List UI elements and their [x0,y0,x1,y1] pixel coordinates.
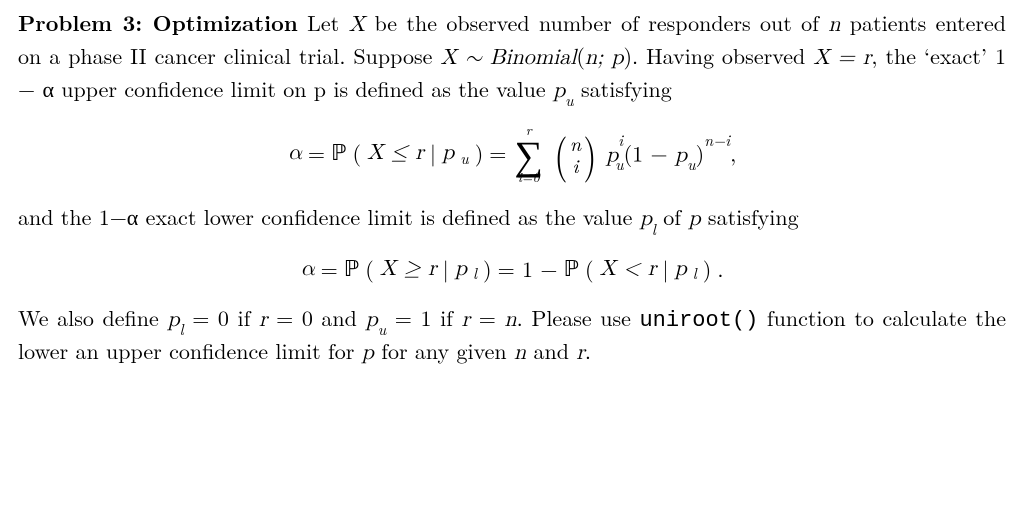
text: = 1 if [386,302,461,333]
open-paren3: ( [585,254,594,285]
uniroot-code: uniroot() [639,308,758,333]
bar: | [430,138,436,169]
text: . Having observed [632,40,813,71]
pl-p: p [640,208,652,230]
one-minus-close: ) [696,137,705,168]
close-paren3: ) [703,254,712,285]
equals3: = [321,254,338,285]
pl-p2: p [455,254,467,285]
var-r3: r [576,342,585,364]
alpha: α [288,138,302,169]
var-n3: n [514,342,526,364]
equals4: = 1 − [498,254,558,285]
pl-sub2: l [473,262,477,284]
pl-p3: p [674,254,686,285]
exp-ni: n−i [704,128,730,151]
pl-sub3: l [693,262,697,284]
pu-sub3: u [615,152,624,175]
var-X: X [349,14,366,36]
prob-P2: ℙ [344,254,359,285]
alpha2: α [301,254,315,285]
pu-sub: u [565,88,574,111]
var-n2: n [504,309,516,331]
binom-bot: i [572,155,578,175]
pu-sub2: u [460,147,469,169]
X-sim: X ∼ Binomial [440,47,576,69]
paragraph-2: and the 1−α exact lower confidence limit… [18,202,1006,236]
sum-block: r ∑ i=0 [514,123,543,184]
close-paren: ) [475,138,484,169]
eq-X-r: X = r [813,47,871,69]
var-n: n [828,14,840,36]
var-r: r [259,309,268,331]
text: and the [18,201,99,232]
text: = [470,302,504,333]
problem-title: Problem 3: Optimization [18,7,298,38]
prob-P3: ℙ [564,254,579,285]
text: for any given [374,335,514,366]
bar3: | [662,254,668,285]
paren-close: ) [623,40,632,71]
text: , the ‘exact’ [871,40,995,71]
one-minus-open: (1 − [624,137,675,168]
pu-sub5: u [378,317,387,340]
paragraph-1: Problem 3: Optimization Let X be the obs… [18,8,1006,107]
text: = 0 if [184,302,259,333]
paren-open: ( [576,40,585,71]
pu-p: p [553,80,565,102]
text: satisfying [574,73,672,104]
pu-p4: p [365,309,377,331]
binom-open: ( [554,136,567,171]
pu-p2: p [442,138,454,169]
text: exact lower confidence limit is defined … [138,201,639,232]
text: . Please use [517,302,640,333]
text: . [585,335,591,366]
equation-1: α = ℙ(X ≤ r|pu) = r ∑ i=0 ( n i ) piu(1 … [18,123,1006,184]
text: be the observed number of responders out… [365,7,828,38]
var-p: p [688,208,700,230]
open-paren: ( [352,138,361,169]
text: satisfying [701,201,799,232]
X-geq-r: X ≥ r [380,254,437,285]
one-minus-alpha2: 1−α [99,201,139,232]
text: = 0 and [268,302,366,333]
pu-term2: p [675,144,687,166]
sum-bot: i=0 [518,170,540,184]
binom: ( n i ) [552,133,599,175]
X-leq-r: X ≤ r [367,138,424,169]
comma: , [730,137,736,168]
text: We also define [18,302,167,333]
exp-i: i [618,128,623,151]
var-p2: p [362,342,374,364]
text: and [526,335,576,366]
bar2: | [443,254,449,285]
text: of [656,201,688,232]
prob-P: ℙ [331,138,346,169]
binom-close: ) [583,136,596,171]
dist-args: n; p [585,47,624,69]
close-paren2: ) [483,254,492,285]
equals2: = [489,138,506,169]
equals: = [308,138,325,169]
paragraph-3: We also define pl = 0 if r = 0 and pu = … [18,303,1006,370]
tail: piu(1 − pu)n−i, [606,136,736,172]
text: Let [307,7,348,38]
X-lt-r: X < r [600,254,657,285]
pu-sub4: u [687,152,696,175]
sum-sigma: ∑ [514,136,543,170]
open-paren2: ( [365,254,374,285]
period: . [717,254,723,285]
equation-2: α = ℙ(X ≥ r|pl) = 1 − ℙ(X < r|pl). [18,252,1006,285]
pl-sub: l [652,217,656,240]
text: upper confidence limit on p is defined a… [54,73,553,104]
pl-p4: p [167,309,179,331]
pl-sub4: l [180,317,184,340]
var-r2: r [462,309,471,331]
